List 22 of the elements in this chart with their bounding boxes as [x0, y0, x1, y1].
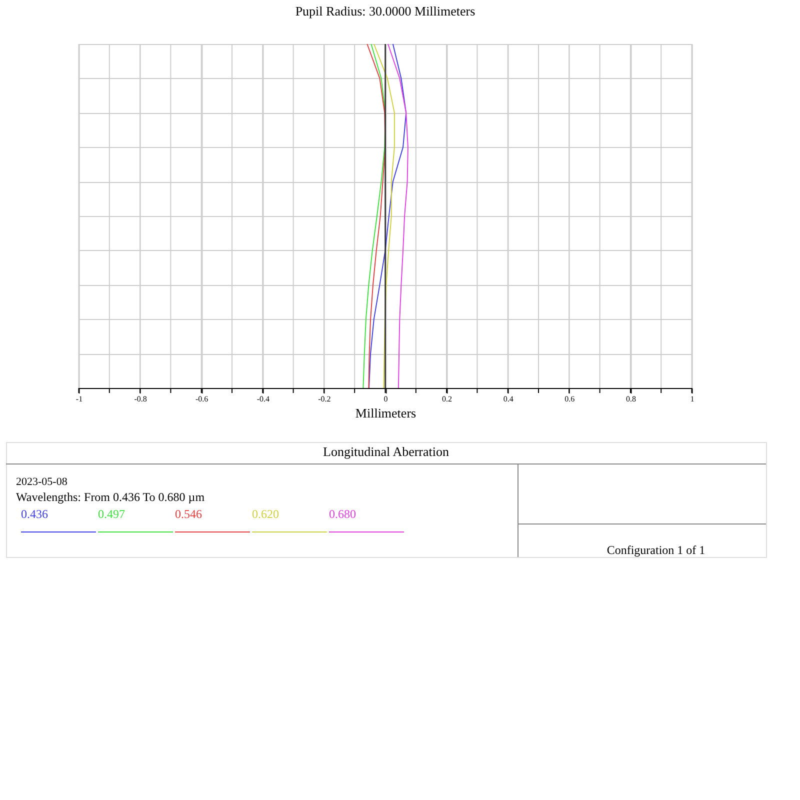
x-tick-label: 0: [384, 394, 388, 404]
chart-title: Pupil Radius: 30.0000 Millimeters: [295, 4, 476, 18]
text: 0.497: [98, 507, 125, 521]
x-tick-label: 0.6: [564, 394, 575, 404]
text: 0.436: [21, 507, 48, 521]
x-tick-label: -1: [76, 394, 83, 404]
x-tick-label: -0.4: [256, 394, 270, 404]
x-tick-label: -0.8: [134, 394, 147, 404]
text: 2023-05-08: [16, 476, 68, 488]
text: 0.680: [329, 507, 356, 521]
x-axis-title: Millimeters: [355, 406, 416, 420]
text: 0.546: [175, 507, 202, 521]
text: Wavelengths: From 0.436 To 0.680 µm: [16, 490, 206, 504]
x-tick-label: 0.2: [442, 394, 452, 404]
x-tick-label: 1: [690, 394, 694, 404]
x-tick-label: -0.2: [318, 394, 331, 404]
text: 0.620: [252, 507, 279, 521]
text: Longitudinal Aberration: [322, 444, 450, 459]
x-tick-label: 0.8: [626, 394, 636, 404]
x-tick-label: 0.4: [503, 394, 514, 404]
x-tick-label: -0.6: [196, 394, 208, 404]
text: Configuration 1 of 1: [606, 543, 706, 557]
